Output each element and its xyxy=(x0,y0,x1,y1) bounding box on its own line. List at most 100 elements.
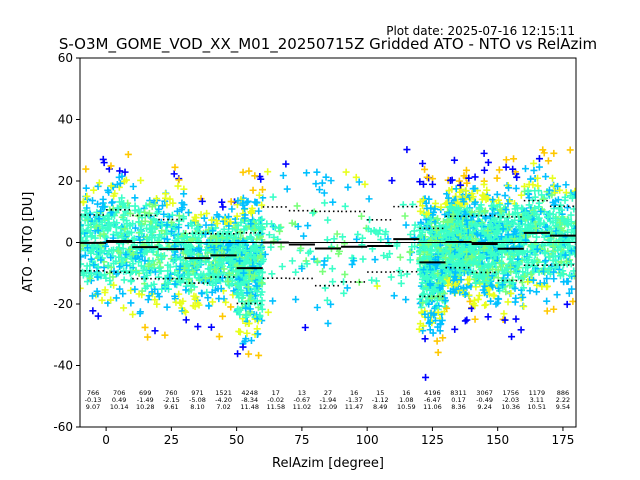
bin-mean-label-11: -1.12 xyxy=(372,396,389,404)
scatter-point-3191 xyxy=(530,166,538,174)
scatter-point-1452 xyxy=(240,226,248,234)
scatter-point-2948 xyxy=(498,259,506,267)
scatter-point-1075 xyxy=(245,167,253,175)
scatter-point-2527 xyxy=(463,205,471,213)
scatter-point-1062 xyxy=(213,211,221,219)
scatter-point-2874 xyxy=(484,260,492,268)
scatter-point-455 xyxy=(132,254,140,262)
scatter-point-1451 xyxy=(239,243,247,251)
scatter-point-82 xyxy=(80,253,85,261)
scatter-point-879 xyxy=(217,285,225,293)
scatter-point-3307 xyxy=(535,163,543,171)
scatter-point-1918 xyxy=(419,159,427,167)
scatter-point-612 xyxy=(176,265,184,273)
scatter-point-401 xyxy=(129,220,137,228)
scatter-point-638 xyxy=(179,273,187,281)
scatter-point-207 xyxy=(124,150,132,158)
scatter-point-1595 xyxy=(406,230,414,238)
scatter-point-1739 xyxy=(433,337,441,345)
scatter-point-274 xyxy=(109,273,117,281)
scatter-point-3123 xyxy=(497,233,505,241)
scatter-point-2807 xyxy=(480,166,488,174)
scatter-point-324 xyxy=(122,251,130,259)
scatter-point-392 xyxy=(153,194,161,202)
scatter-point-3303 xyxy=(533,245,541,253)
bin-mean-label-3: -2.15 xyxy=(163,396,180,404)
scatter-point-1795 xyxy=(431,309,439,317)
scatter-point-1397 xyxy=(242,247,250,255)
scatter-point-3300 xyxy=(524,214,532,222)
scatter-point-2106 xyxy=(444,281,452,289)
scatter-point-2131 xyxy=(451,325,459,333)
scatter-point-79 xyxy=(102,274,110,282)
scatter-point-801 xyxy=(194,299,202,307)
scatter-point-138 xyxy=(93,273,101,281)
scatter-point-1005 xyxy=(207,323,215,331)
scatter-point-3179 xyxy=(525,201,533,209)
scatter-point-613 xyxy=(163,235,171,243)
scatter-point-1418 xyxy=(240,269,248,277)
scatter-point-3483 xyxy=(564,228,572,236)
scatter-point-2799 xyxy=(493,190,501,198)
scatter-point-1982 xyxy=(433,226,441,234)
scatter-point-2851 xyxy=(471,185,479,193)
scatter-point-1474 xyxy=(264,168,272,176)
scatter-point-1341 xyxy=(256,260,264,268)
scatter-point-496 xyxy=(155,273,163,281)
scatter-point-646 xyxy=(171,280,179,288)
scatter-point-634 xyxy=(180,190,188,198)
scatter-point-1518 xyxy=(322,173,330,181)
scatter-point-1501 xyxy=(288,219,296,227)
scatter-point-560 xyxy=(175,212,183,220)
scatter-point-36 xyxy=(88,197,96,205)
scatter-point-467 xyxy=(135,206,143,214)
scatter-point-1524 xyxy=(312,180,320,188)
scatter-point-2582 xyxy=(484,313,492,321)
scatter-point-2965 xyxy=(500,310,508,318)
scatter-point-3275 xyxy=(527,271,535,279)
scatter-point-3075 xyxy=(494,237,502,245)
scatter-point-1477 xyxy=(278,262,286,270)
scatter-point-3232 xyxy=(538,191,546,199)
scatter-point-161 xyxy=(95,215,103,223)
scatter-point-639 xyxy=(180,215,188,223)
scatter-point-1544 xyxy=(352,173,360,181)
scatter-point-3361 xyxy=(562,181,570,189)
x-tick-label-0: 0 xyxy=(102,433,110,447)
scatter-point-1388 xyxy=(255,222,263,230)
bin-n-label-14: 8311 xyxy=(450,389,467,397)
scatter-point-3493 xyxy=(564,237,572,245)
scatter-point-3221 xyxy=(529,230,537,238)
scatter-point-1513 xyxy=(327,300,335,308)
scatter-point-1896 xyxy=(416,207,424,215)
scatter-point-835 xyxy=(196,261,204,269)
scatter-point-1475 xyxy=(261,250,269,258)
scatter-point-1018 xyxy=(214,271,222,279)
scatter-point-2415 xyxy=(461,291,469,299)
scatter-point-3314 xyxy=(533,233,541,241)
scatter-point-1583 xyxy=(365,195,373,203)
scatter-point-476 xyxy=(147,228,155,236)
scatter-point-3384 xyxy=(550,149,558,157)
scatter-point-123 xyxy=(84,215,92,223)
scatter-point-1285 xyxy=(247,234,255,242)
bin-mean-label-14: 0.17 xyxy=(451,396,465,404)
scatter-point-2850 xyxy=(474,260,482,268)
scatter-point-3036 xyxy=(512,269,520,277)
scatter-point-117 xyxy=(80,260,85,268)
scatter-point-462 xyxy=(136,309,144,317)
scatter-point-2508 xyxy=(456,231,464,239)
scatter-point-406 xyxy=(129,251,137,259)
scatter-point-316 xyxy=(105,248,113,256)
bin-n-label-17: 1179 xyxy=(529,389,546,397)
scatter-point-3390 xyxy=(563,300,571,308)
scatter-point-1058 xyxy=(212,240,220,248)
scatter-point-2991 xyxy=(504,298,512,306)
scatter-point-813 xyxy=(185,209,193,217)
scatter-point-146 xyxy=(100,230,108,238)
scatter-point-2532 xyxy=(452,261,460,269)
scatter-point-3127 xyxy=(495,248,503,256)
scatter-point-1502 xyxy=(293,202,301,210)
scatter-point-308 xyxy=(120,276,128,284)
